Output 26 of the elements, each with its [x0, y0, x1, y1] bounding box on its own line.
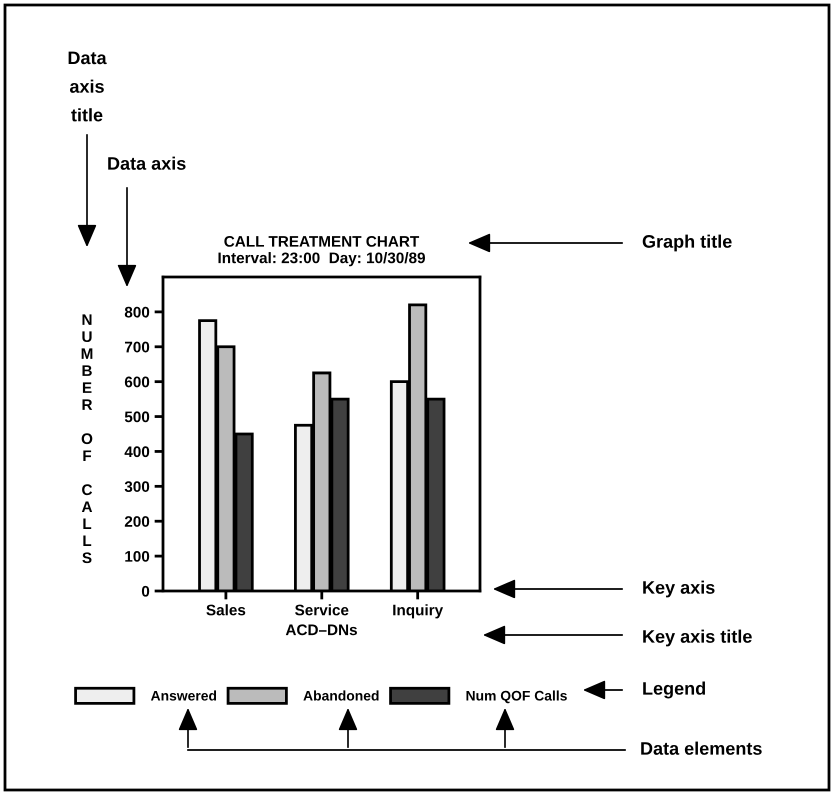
text: NUMBER OF CALLS	[82, 314, 92, 564]
x-axis-title: ACD–DNs	[286, 624, 357, 636]
y-tick-label: 400	[124, 446, 150, 458]
x-tick-label: Sales	[206, 604, 246, 616]
y-tick-label: 800	[124, 306, 150, 318]
y-tick-label: 600	[124, 376, 150, 388]
text: Data axis	[108, 156, 186, 170]
y-tick-label: 100	[125, 550, 150, 562]
x-tick-label: Inquiry	[393, 604, 444, 618]
legend-label: Abandoned	[303, 690, 379, 701]
y-tick-label: 700	[124, 342, 150, 352]
text: Key axis title	[643, 630, 752, 646]
text: Data elements	[641, 742, 762, 755]
legend-label: Num QOF Calls	[466, 690, 567, 704]
text: Legend	[643, 682, 706, 698]
y-tick-label: 500	[124, 411, 150, 422]
y-tick-label: 200	[124, 516, 150, 527]
legend-label: Answered	[150, 690, 216, 701]
text: Graph title	[642, 234, 732, 252]
chart-subtitle: Interval: 23:00 Day: 10/30/89	[218, 252, 425, 266]
text: Data axis title	[68, 52, 107, 122]
text: Key axis	[643, 580, 715, 598]
y-tick-label: 0	[142, 586, 150, 597]
chart-title: CALL TREATMENT CHART	[224, 236, 420, 247]
y-tick-label: 300	[124, 481, 150, 492]
x-tick-label: Service	[295, 604, 348, 616]
